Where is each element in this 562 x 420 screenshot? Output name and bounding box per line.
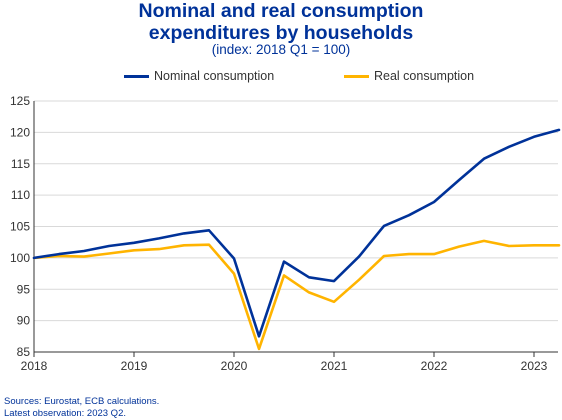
latest-observation-note: Latest observation: 2023 Q2. [4, 408, 126, 419]
y-axis-ticks: 85 90 95 100 105 110 115 120 125 [10, 94, 30, 359]
legend-item-nominal: Nominal consumption [124, 69, 274, 83]
y-tick-label: 120 [10, 125, 30, 139]
series-line-real-consumption [32, 239, 561, 351]
x-axis-ticks: 2018 2019 2020 2021 2022 2023 [21, 352, 548, 373]
chart-title-line-2: expenditures by households [148, 22, 414, 44]
legend-item-real: Real consumption [344, 69, 474, 83]
y-tick-label: 105 [10, 220, 30, 234]
y-tick-label: 90 [17, 314, 31, 328]
y-tick-label: 100 [10, 251, 30, 265]
legend-swatch-nominal [124, 74, 149, 78]
chart-title: Nominal and real consumption expenditure… [0, 0, 562, 44]
y-tick-label: 95 [17, 282, 31, 296]
x-tick-label: 2018 [21, 359, 48, 373]
y-tick-label: 85 [17, 345, 31, 359]
gridlines [34, 100, 558, 322]
footnotes: Sources: Eurostat, ECB calculations. Lat… [4, 396, 159, 420]
y-tick-label: 110 [11, 188, 30, 202]
x-tick-label: 2020 [221, 359, 248, 373]
sources-note: Sources: Eurostat, ECB calculations. [4, 396, 160, 407]
legend-label-nominal: Nominal consumption [154, 69, 275, 83]
series-lines [32, 128, 561, 351]
legend-label-real: Real consumption [374, 69, 475, 83]
legend-swatch-real [344, 74, 369, 78]
x-tick-label: 2022 [421, 359, 448, 373]
chart-subtitle: (index: 2018 Q1 = 100) [211, 42, 351, 57]
x-tick-label: 2019 [121, 359, 148, 373]
x-tick-label: 2021 [321, 359, 348, 373]
series-line-nominal-consumption [32, 128, 561, 338]
chart-title-line-1: Nominal and real consumption [138, 0, 424, 22]
y-tick-label: 125 [10, 94, 30, 108]
y-tick-label: 115 [11, 157, 30, 171]
x-tick-label: 2023 [521, 359, 548, 373]
axes [33, 101, 558, 353]
